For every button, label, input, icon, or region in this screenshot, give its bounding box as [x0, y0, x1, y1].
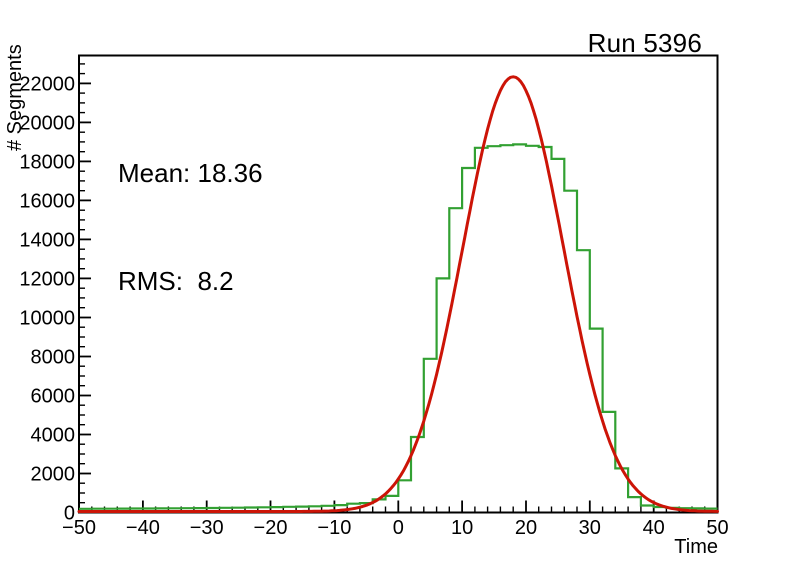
x-tick-label: 30 — [579, 517, 601, 539]
x-tick-label: −40 — [126, 517, 160, 539]
y-tick-label: 8000 — [31, 347, 76, 369]
y-tick-label: 10000 — [19, 308, 75, 330]
y-tick-label: 14000 — [19, 229, 75, 251]
y-tick-label: 12000 — [19, 268, 75, 290]
plot-title: Run 5396 — [587, 28, 702, 58]
x-tick-label: 20 — [515, 517, 537, 539]
y-axis-title: # Segments — [4, 44, 26, 151]
y-tick-label: 0 — [64, 503, 75, 525]
histogram-series — [79, 143, 718, 510]
x-tick-label: −30 — [190, 517, 224, 539]
y-tick-label: 4000 — [31, 425, 76, 447]
y-tick-label: 6000 — [31, 386, 76, 408]
x-tick-label: 10 — [451, 517, 473, 539]
x-tick-label: 0 — [393, 517, 404, 539]
y-tick-label: 16000 — [19, 190, 75, 212]
x-tick-label: −20 — [254, 517, 288, 539]
y-tick-label: 18000 — [19, 151, 75, 173]
y-tick-label: 20000 — [19, 112, 75, 134]
x-tick-label: 50 — [706, 517, 728, 539]
stats-box: Mean: 18.36 RMS: 8.2 — [118, 83, 263, 371]
x-axis-title: Time — [674, 536, 718, 558]
x-tick-label: −10 — [317, 517, 351, 539]
stats-mean: Mean: 18.36 — [118, 158, 263, 188]
stats-rms: RMS: 8.2 — [118, 266, 234, 296]
y-tick-label: 22000 — [19, 73, 75, 95]
x-tick-label: −50 — [62, 517, 96, 539]
y-tick-label: 2000 — [31, 464, 76, 486]
x-tick-label: 40 — [643, 517, 665, 539]
fit-curve — [77, 75, 719, 513]
